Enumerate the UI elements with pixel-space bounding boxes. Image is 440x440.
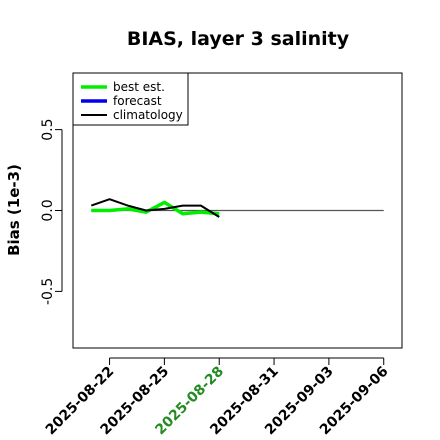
y-tick-label: -0.5 (40, 278, 56, 305)
series-line-best-est (91, 200, 220, 216)
plot-frame (72, 72, 403, 349)
y-tick-label: 0.0 (40, 199, 56, 221)
legend-label: forecast (113, 94, 162, 108)
x-ticks: 2025-08-222025-08-252025-08-282025-08-31… (43, 358, 392, 438)
legend-label: best est. (113, 80, 165, 94)
legend-box (72, 72, 189, 126)
series-layer (90, 198, 220, 218)
y-tick-label: 0.5 (40, 118, 56, 140)
chart-title: BIAS, layer 3 salinity (127, 28, 350, 50)
y-axis-label: Bias (1e-3) (5, 164, 23, 256)
legend-label: climatology (113, 108, 183, 122)
series-line-climatology (90, 198, 220, 218)
y-ticks: -0.5 0.0 0.5 (40, 118, 62, 305)
